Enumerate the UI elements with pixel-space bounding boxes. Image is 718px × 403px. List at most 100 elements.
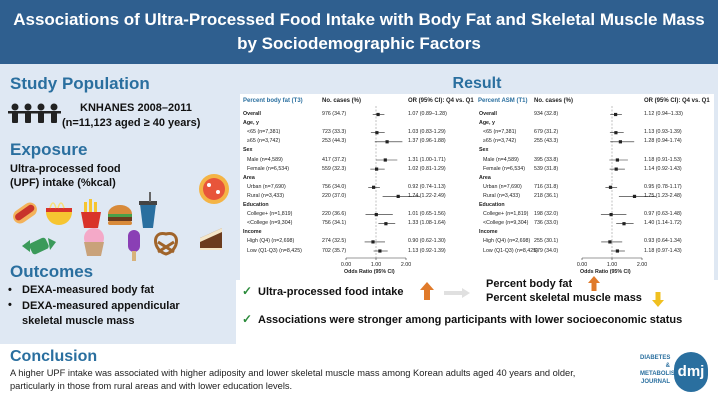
row-or-ci: 1.03 (0.83-1.29) (408, 129, 446, 136)
row-cases: 702 (35.7) (322, 247, 347, 254)
row-or-ci: 1.02 (0.81-1.29) (408, 165, 446, 172)
or-point (615, 249, 619, 253)
or-point (385, 140, 389, 144)
arrow-right-icon (444, 288, 470, 298)
left-panel: Study Population KNHANES 2008–2011 (n=11… (0, 64, 236, 344)
summary-muscle: Percent skeletal muscle mass (486, 292, 642, 304)
cupcake-icon (84, 228, 104, 256)
page-title: Associations of Ultra-Processed Food Int… (13, 10, 705, 53)
x-tick-label: 0.00 (341, 262, 351, 268)
or-point (615, 158, 619, 162)
row-label: ≥65 (n=3,742) (483, 138, 517, 145)
outcome-muscle-mass: DEXA-measured appendicular skeletal musc… (22, 300, 180, 327)
row-or-ci: 1.74 (1.22-2.49) (408, 192, 446, 199)
row-or-ci: 1.18 (0.97-1.43) (644, 247, 682, 254)
row-cases: 723 (33.3) (322, 129, 347, 136)
or-point (383, 158, 387, 162)
row-or-ci: 0.92 (0.74-1.13) (408, 183, 446, 190)
row-or-ci: 1.14 (0.92-1.43) (644, 165, 682, 172)
or-point (608, 185, 613, 189)
or-point (375, 167, 379, 171)
pretzel-icon (154, 232, 178, 256)
outcomes-heading: Outcomes (10, 262, 94, 281)
people-icon (8, 103, 61, 123)
row-label: Female (n=6,534) (483, 165, 525, 172)
row-cases: 934 (32.8) (534, 111, 559, 117)
col-cases-header: No. cases (%) (322, 98, 362, 104)
or-point (376, 112, 380, 117)
row-label: Male (n=4,589) (247, 156, 283, 163)
logo-mark: dmj (674, 352, 708, 392)
logo-line-1: DIABETES & (640, 355, 671, 369)
or-point (375, 131, 379, 135)
col-or-header: OR (95% CI): Q4 vs. Q1 (644, 98, 710, 104)
row-cases: 253 (44.3) (322, 138, 347, 145)
row-or-ci: 0.90 (0.62-1.30) (408, 238, 446, 245)
col-or-header: OR (95% CI): Q4 vs. Q1 (408, 98, 474, 104)
row-label: Area (243, 174, 255, 181)
hotdog-icon (13, 202, 37, 224)
row-or-ci: 1.37 (0.96-1.88) (408, 138, 446, 145)
or-point (374, 213, 378, 217)
row-cases: 716 (31.8) (534, 183, 559, 190)
or-point (609, 213, 613, 217)
row-or-ci: 1.07 (0.89–1.28) (408, 111, 447, 117)
row-or-ci: 1.18 (0.91-1.53) (644, 156, 682, 163)
or-point (371, 240, 375, 244)
check-icon: ✓ (242, 284, 253, 298)
row-label: Sex (479, 147, 489, 154)
forest-plot-svg: 0.00 1.00 2.00 (577, 106, 656, 268)
or-point (608, 240, 612, 244)
row-label: ≥65 (n=3,742) (247, 138, 281, 145)
or-point (384, 222, 388, 226)
row-cases: 198 (32.0) (534, 211, 559, 218)
food-illustrations (13, 174, 229, 261)
candy-icon (22, 237, 56, 255)
pizza-icon (199, 174, 229, 204)
result-heading: Result (452, 75, 502, 92)
study-population-heading: Study Population (10, 74, 150, 93)
popsicle-icon (128, 230, 140, 261)
x-tick-label: 2.00 (637, 262, 647, 268)
cake-icon (200, 228, 222, 250)
or-point (632, 194, 637, 198)
row-label: <College (n=9,304) (247, 220, 293, 227)
row-cases: 756 (34.0) (322, 183, 347, 190)
or-point (378, 249, 382, 253)
row-label: Urban (n=7,690) (247, 183, 286, 190)
row-or-ci: 0.93 (0.64-1.34) (644, 238, 682, 245)
row-label: Low (Q1-Q3) (n=8,425) (483, 247, 538, 254)
noodle-bowl-icon (46, 202, 72, 225)
row-label: Urban (n=7,690) (483, 183, 522, 190)
study-sample: (n=11,123 aged ≥ 40 years) (62, 117, 201, 129)
x-axis-label: Odds Ratio (95% CI) (580, 269, 631, 275)
row-cases: 255 (43.3) (534, 138, 559, 145)
header-banner: Associations of Ultra-Processed Food Int… (0, 0, 718, 64)
study-name: KNHANES 2008–2011 (80, 102, 192, 114)
row-cases: 395 (33.8) (534, 156, 559, 163)
row-cases: 218 (36.1) (534, 192, 559, 199)
or-point (618, 140, 622, 144)
forest-plot-body-fat: Percent body fat (T3) No. cases (%) OR (… (240, 94, 476, 280)
forest-plot-asm: Percent ASM (T1) No. cases (%) OR (95% C… (476, 94, 714, 280)
journal-logo: DIABETES & METABOLISM JOURNAL dmj (640, 352, 710, 398)
x-tick-label: 1.00 (371, 262, 381, 268)
row-cases: 736 (33.0) (534, 220, 559, 227)
row-label: <College (n=9,304) (483, 220, 529, 227)
or-point (614, 131, 618, 135)
row-or-ci: 1.13 (0.93-1.39) (644, 129, 682, 136)
or-point (622, 222, 626, 226)
fries-icon (81, 199, 101, 228)
check-icon: ✓ (242, 312, 253, 326)
exposure-text: Ultra-processed food (UPF) intake (%kcal… (10, 163, 121, 189)
row-or-ci: 1.13 (0.92-1.39) (408, 247, 446, 254)
or-point (372, 185, 376, 189)
row-label: Low (Q1-Q3) (n=8,425) (247, 247, 302, 254)
row-label: Income (479, 229, 498, 236)
x-tick-label: 1.00 (607, 262, 617, 268)
row-label: Overall (479, 111, 497, 117)
row-or-ci: 1.31 (1.00-1.71) (408, 156, 446, 163)
col-cases-header: No. cases (%) (534, 98, 574, 104)
row-cases: 679 (34.0) (534, 247, 559, 254)
row-label: Income (243, 229, 262, 236)
